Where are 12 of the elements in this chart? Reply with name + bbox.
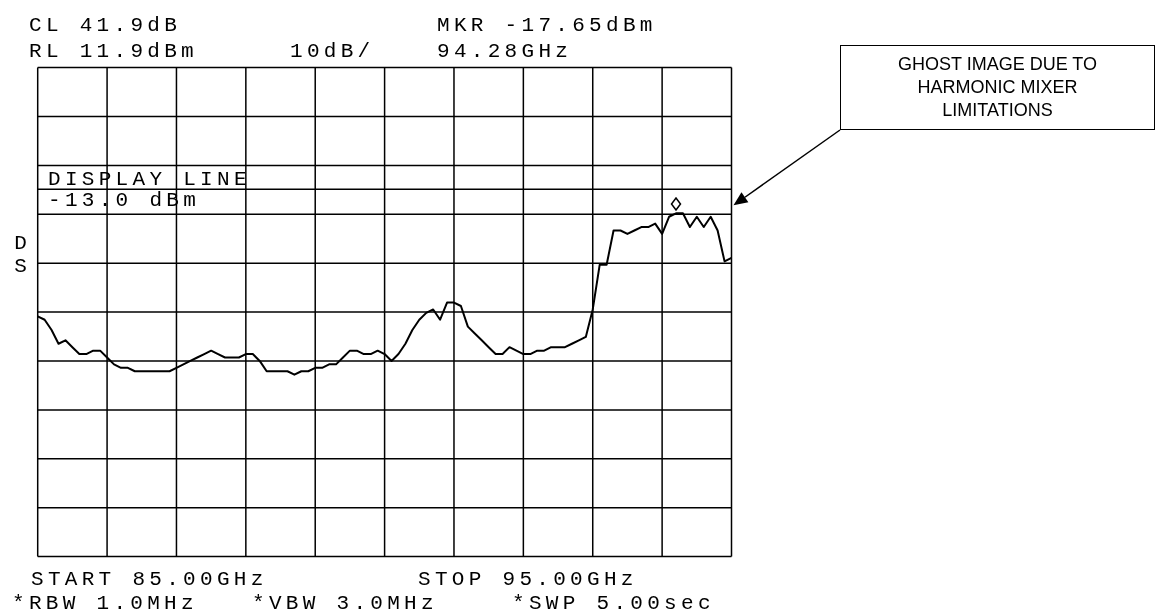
text: STOP 95.00GHz [418,568,638,591]
text: *SWP 5.00sec [512,592,715,614]
text: RL 11.9dBm [29,40,199,63]
text: GHOST IMAGE DUE TO HARMONIC MIXER LIMITATIONS [840,45,1155,130]
text: START 85.00GHz [31,568,268,591]
text: 94.28GHz [437,40,573,63]
text: 10dB/ [290,40,375,63]
text: MKR -17.65dBm [437,14,657,37]
text: *RBW 1.0MHz [12,592,198,614]
text: CL 41.9dB [29,14,182,37]
text: *VBW 3.0MHz [252,592,438,614]
text: DS [9,232,32,278]
